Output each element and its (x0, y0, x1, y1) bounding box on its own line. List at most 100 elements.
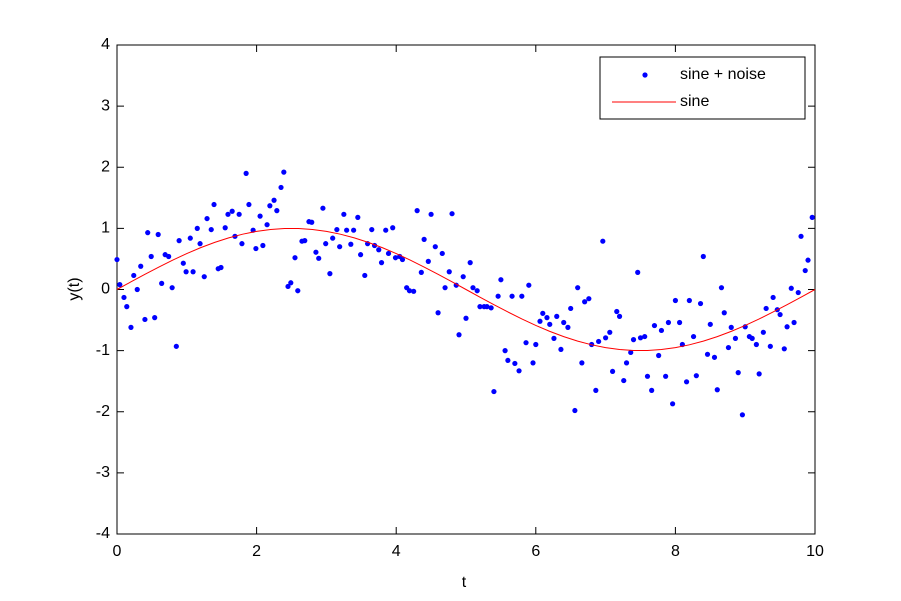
y-tick-label: -4 (96, 525, 110, 542)
data-point (121, 294, 127, 301)
data-point (313, 249, 319, 255)
data-point (784, 324, 790, 330)
data-point (718, 285, 725, 291)
data-point (732, 335, 739, 341)
data-point (551, 335, 557, 341)
data-point (327, 271, 333, 277)
data-point (456, 332, 462, 338)
data-point (512, 360, 518, 367)
data-point (603, 335, 609, 341)
data-point (194, 225, 200, 231)
data-point (229, 208, 235, 214)
data-point (320, 205, 326, 211)
data-point (385, 250, 392, 257)
data-point (114, 256, 120, 263)
legend-label: sine (680, 93, 709, 110)
data-point (753, 341, 759, 348)
data-point (267, 203, 273, 209)
data-point (183, 269, 189, 275)
data-point (781, 346, 787, 352)
data-point (533, 341, 539, 348)
data-point (264, 222, 270, 228)
data-point (798, 233, 804, 239)
data-point (690, 333, 697, 340)
data-point (505, 357, 511, 364)
data-point (124, 304, 130, 310)
data-point (509, 293, 515, 299)
x-tick-label: 10 (806, 543, 824, 560)
data-point (663, 373, 669, 379)
data-point (411, 288, 417, 294)
data-point (418, 269, 424, 275)
data-point (484, 304, 490, 310)
data-point (530, 360, 536, 366)
data-point (756, 371, 762, 377)
data-point (579, 360, 585, 366)
data-point (725, 344, 732, 351)
data-point (770, 294, 776, 301)
data-point (355, 214, 361, 220)
x-tick-label: 2 (252, 543, 261, 560)
data-point (246, 201, 252, 208)
data-point (145, 230, 151, 236)
data-point (334, 226, 340, 233)
data-point (526, 282, 532, 288)
data-point (683, 379, 690, 385)
data-point (180, 260, 186, 266)
data-point (651, 322, 658, 329)
data-point (274, 208, 280, 214)
y-tick-label: -1 (96, 342, 110, 359)
data-point (609, 368, 616, 375)
data-point (635, 269, 641, 275)
y-tick-label: -2 (96, 403, 110, 420)
data-point (428, 211, 434, 217)
data-point (686, 297, 692, 304)
data-point (665, 319, 672, 326)
data-point (637, 335, 644, 341)
data-point (421, 236, 427, 242)
data-point (795, 289, 801, 296)
x-axis-label: t (462, 574, 467, 591)
data-point (809, 214, 815, 220)
data-point (236, 211, 242, 217)
data-point (435, 310, 441, 316)
data-point (767, 343, 773, 349)
data-point (544, 315, 550, 321)
data-line (116, 228, 816, 351)
data-point (488, 305, 494, 311)
data-point (760, 329, 766, 335)
data-point (460, 274, 466, 280)
legend-marker (642, 72, 648, 78)
data-point (711, 354, 718, 360)
data-point (568, 305, 574, 312)
data-point (309, 219, 315, 225)
data-point (596, 338, 602, 345)
data-point (348, 241, 354, 247)
data-point (788, 285, 794, 291)
data-point (302, 238, 308, 244)
legend-box (599, 56, 806, 120)
data-point (463, 315, 469, 321)
x-tick-label: 0 (113, 543, 122, 560)
data-point (630, 337, 637, 343)
data-point (243, 170, 249, 176)
data-point (446, 269, 452, 275)
data-point (547, 321, 553, 327)
data-point (519, 293, 525, 299)
data-point (554, 313, 560, 319)
y-tick-label: 1 (101, 220, 110, 237)
data-point (358, 252, 364, 258)
data-point (369, 226, 375, 233)
data-point (271, 197, 277, 203)
data-point (173, 343, 179, 349)
data-point (623, 360, 630, 366)
data-point (134, 286, 140, 293)
data-point (222, 225, 228, 231)
data-point (523, 340, 529, 346)
y-tick-label: 4 (101, 36, 110, 53)
data-point (117, 282, 123, 288)
data-point (316, 255, 322, 261)
data-point (292, 255, 298, 261)
data-point (700, 253, 706, 260)
